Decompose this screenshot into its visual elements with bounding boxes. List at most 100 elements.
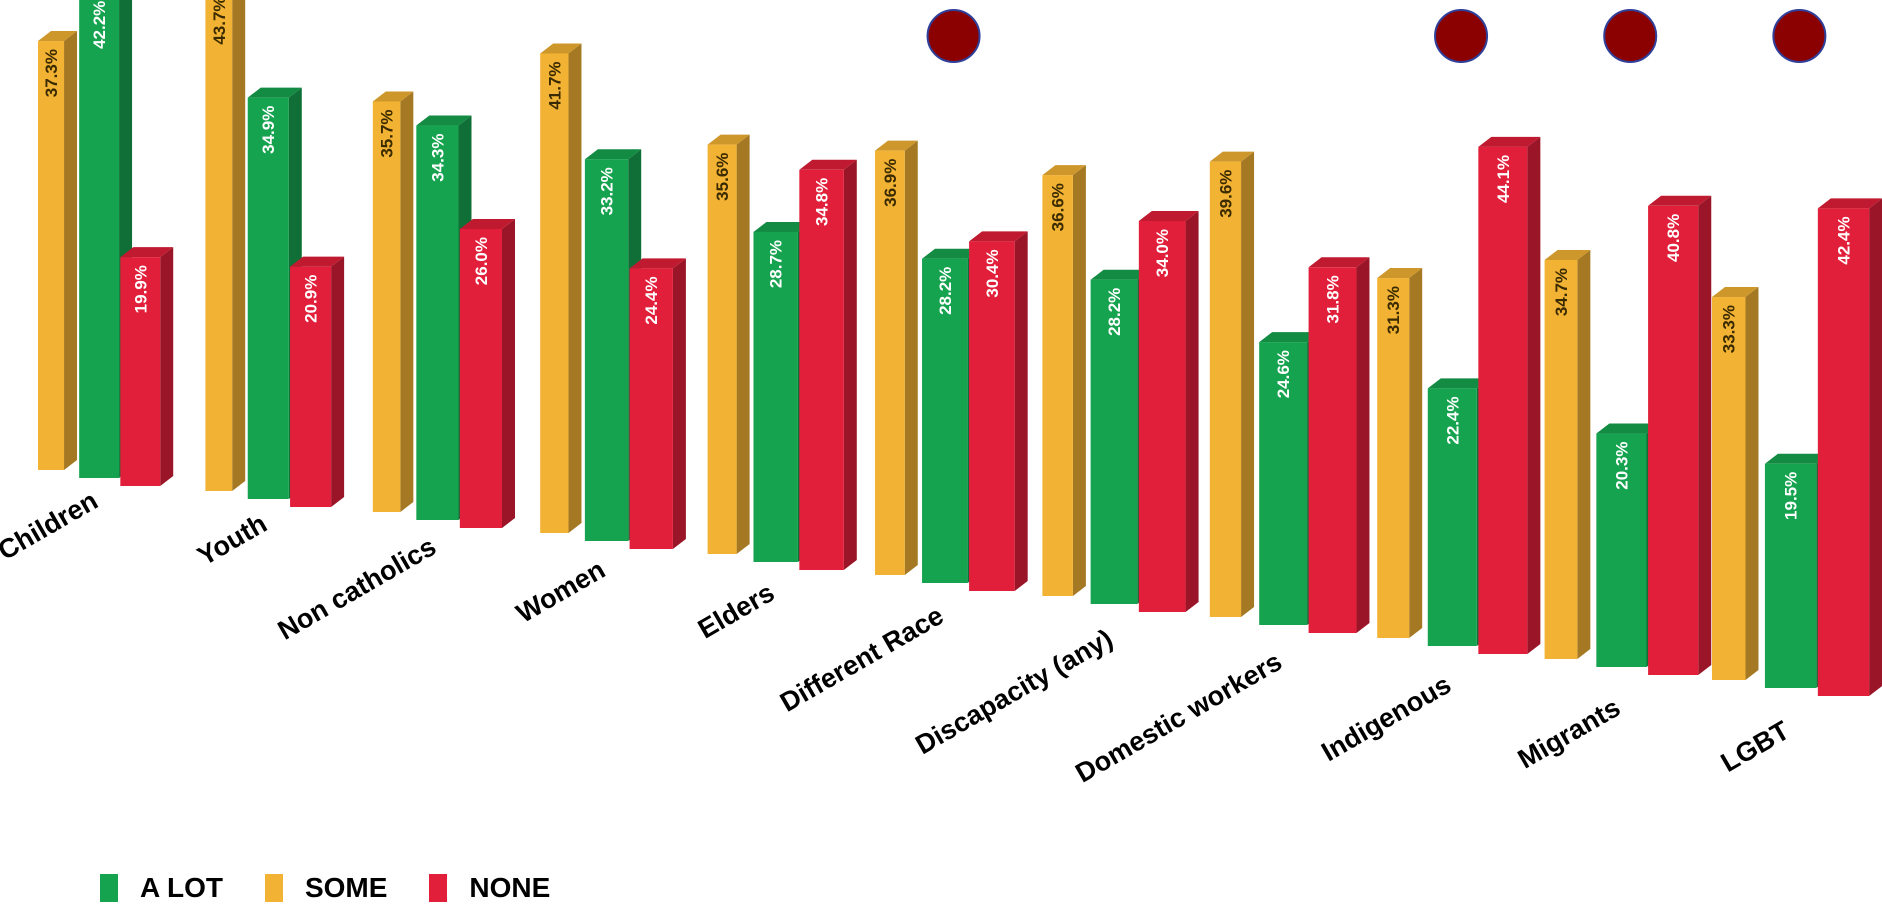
data-label: 33.2% [598, 167, 617, 215]
legend: A LOT SOME NONE [100, 872, 592, 904]
bar-top-face [416, 115, 472, 126]
bar-top-face [707, 134, 750, 145]
bar-some-non-catholics: 35.7% [372, 91, 414, 512]
bar-side-face [1577, 249, 1591, 659]
data-label: 26.0% [472, 237, 491, 285]
bar-side-face [843, 159, 857, 571]
data-label: 34.3% [428, 134, 447, 182]
bar-front-face [540, 53, 569, 533]
data-label: 19.9% [131, 265, 150, 313]
data-label: 28.2% [1105, 288, 1124, 336]
category-label-lgbt: LGBT [1716, 715, 1795, 778]
bar-front-face [1209, 161, 1242, 617]
bar-front-face [629, 268, 673, 549]
bar-side-face [736, 134, 750, 554]
bar-some-different-race: 36.9% [875, 140, 918, 575]
category-group-youth: 43.7% 34.9% 20.9% Youth [192, 0, 345, 571]
category-group-lgbt: 33.3% 19.5% 42.4% LGBT [1712, 198, 1882, 778]
bar-side-face [1014, 231, 1028, 591]
bar-front-face [969, 241, 1015, 591]
bar-side-face [1745, 287, 1759, 680]
bar-top-face [799, 159, 857, 170]
bar-top-face [1138, 211, 1199, 221]
bar-side-face [1072, 165, 1086, 596]
bar-side-face [400, 91, 414, 512]
bar-side-face [1698, 195, 1712, 676]
bar-top-face [38, 31, 78, 42]
bar-none-youth: 20.9% [290, 256, 345, 507]
bar-top-face [290, 256, 345, 267]
bar-none-discapacity-any: 34.0% [1138, 211, 1199, 612]
bar-front-face [875, 150, 905, 575]
bar-side-face [1869, 198, 1882, 696]
data-label: 33.3% [1720, 305, 1739, 353]
category-label-women: Women [511, 554, 610, 628]
bar-front-face [120, 257, 161, 486]
category-group-elders: 35.6% 28.7% 34.8% Elders [693, 134, 857, 644]
bar-side-face [64, 31, 78, 471]
legend-item-some: SOME [264, 872, 387, 904]
bar-none-women: 24.4% [629, 258, 686, 549]
bar-top-face [875, 140, 918, 151]
bar-top-face [1259, 332, 1321, 343]
data-label: 22.4% [1443, 396, 1462, 444]
data-label: 41.7% [545, 61, 564, 109]
marker-dot-different-race [926, 9, 981, 63]
bar-front-face [290, 266, 332, 507]
bar-side-face [1356, 257, 1370, 633]
bar-front-face [1817, 208, 1870, 696]
category-group-children: 37.3% 42.2% 19.9% Children [0, 0, 174, 566]
data-label: 24.4% [642, 276, 661, 324]
bar-top-face [1712, 287, 1759, 298]
data-label: 34.0% [1153, 229, 1172, 277]
bar-front-face [753, 231, 798, 562]
data-label: 31.8% [1324, 275, 1343, 323]
bar-side-face [1409, 268, 1423, 638]
bar-some-lgbt: 33.3% [1712, 287, 1759, 680]
bar-front-face [38, 41, 65, 471]
bar-front-face [79, 0, 120, 478]
bar-top-face [1478, 136, 1541, 147]
legend-swatch-a-lot [100, 874, 118, 902]
bar-front-face [1308, 267, 1357, 633]
category-label-migrants: Migrants [1513, 692, 1625, 774]
bar-front-face [1377, 278, 1410, 638]
bar-front-face [1648, 205, 1699, 676]
bar-front-face [1596, 433, 1647, 667]
category-label-discapacity-any: Discapacity (any) [910, 623, 1117, 760]
category-label-children: Children [0, 485, 103, 566]
bar-top-face [629, 258, 686, 269]
bar-front-face [707, 144, 737, 554]
data-label: 20.9% [302, 275, 321, 323]
data-label: 19.5% [1782, 472, 1801, 520]
category-label-domestic-workers: Domestic workers [1070, 646, 1286, 788]
category-group-women: 41.7% 33.2% 24.4% Women [511, 43, 686, 629]
bar-none-non-catholics: 26.0% [459, 219, 516, 528]
bar-front-face [1764, 463, 1817, 688]
bar-side-face [1185, 211, 1199, 612]
bar-none-lgbt: 42.4% [1817, 198, 1882, 696]
bar-top-face [1308, 257, 1370, 268]
bar-front-face [247, 97, 289, 500]
bar-front-face [416, 125, 459, 521]
bar-front-face [799, 169, 844, 571]
bar-top-face [1377, 268, 1423, 279]
legend-swatch-none [429, 874, 448, 902]
bar-side-face [568, 43, 582, 533]
legend-swatch-some [264, 874, 283, 902]
bar-none-indigenous: 44.1% [1478, 136, 1541, 655]
bar-some-indigenous: 31.3% [1377, 268, 1423, 638]
bar-top-face [584, 149, 642, 160]
bar-front-face [922, 258, 968, 583]
bar-top-face [459, 219, 516, 229]
bar-top-face [1764, 453, 1830, 464]
data-label: 39.6% [1216, 170, 1235, 218]
bar-top-face [1427, 378, 1490, 389]
data-label: 28.2% [936, 267, 955, 315]
bar-none-migrants: 40.8% [1648, 195, 1712, 676]
legend-item-a-lot: A LOT [100, 872, 223, 904]
bar-top-face [540, 43, 582, 54]
bar-side-face [232, 0, 246, 491]
bar-top-face [1596, 423, 1660, 434]
category-label-indigenous: Indigenous [1316, 669, 1456, 767]
